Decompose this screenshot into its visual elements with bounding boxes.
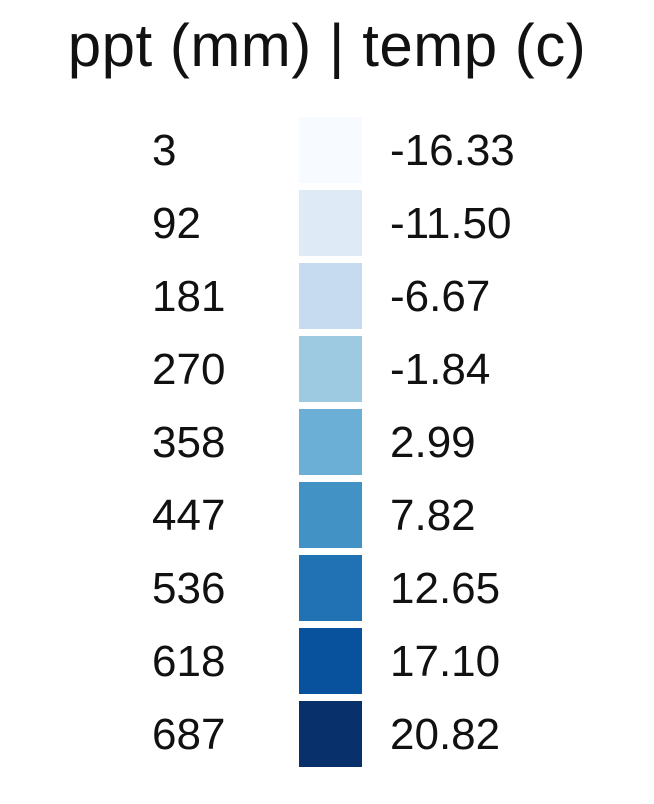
ppt-value: 536 xyxy=(152,564,226,613)
temp-value: 2.99 xyxy=(390,418,476,467)
legend-row: 687 20.82 xyxy=(0,701,654,774)
color-swatch xyxy=(299,336,362,402)
legend-row: 181 -6.67 xyxy=(0,263,654,336)
legend-row: 447 7.82 xyxy=(0,482,654,555)
legend-title: ppt (mm) | temp (c) xyxy=(67,12,587,79)
legend-row: 618 17.10 xyxy=(0,628,654,701)
color-swatch xyxy=(299,190,362,256)
temp-value: 12.65 xyxy=(390,564,501,613)
legend-rows: 3 -16.33 92 -11.50 181 -6.67 270 -1.84 358 2.99 44… xyxy=(0,117,654,774)
temp-value: -6.67 xyxy=(390,272,491,321)
ppt-value: 270 xyxy=(152,345,226,394)
temp-value: -1.84 xyxy=(390,345,491,394)
ppt-value: 92 xyxy=(152,199,201,248)
ppt-value: 687 xyxy=(152,710,226,759)
temp-value: -11.50 xyxy=(390,199,512,248)
color-swatch xyxy=(299,409,362,475)
legend-row: 536 12.65 xyxy=(0,555,654,628)
color-swatch xyxy=(299,555,362,621)
legend-row: 3 -16.33 xyxy=(0,117,654,190)
ppt-value: 358 xyxy=(152,418,226,467)
color-swatch xyxy=(299,482,362,548)
ppt-value: 618 xyxy=(152,637,226,686)
ppt-value: 3 xyxy=(152,126,177,175)
legend-row: 92 -11.50 xyxy=(0,190,654,263)
legend-row: 270 -1.84 xyxy=(0,336,654,409)
ppt-value: 447 xyxy=(152,491,226,540)
color-swatch xyxy=(299,701,362,767)
temp-value: 7.82 xyxy=(390,491,476,540)
color-swatch xyxy=(299,263,362,329)
ppt-value: 181 xyxy=(152,272,226,321)
temp-value: -16.33 xyxy=(390,126,515,175)
legend-row: 358 2.99 xyxy=(0,409,654,482)
temp-value: 20.82 xyxy=(390,710,501,759)
temp-value: 17.10 xyxy=(390,637,501,686)
color-swatch xyxy=(299,117,362,183)
color-swatch xyxy=(299,628,362,694)
